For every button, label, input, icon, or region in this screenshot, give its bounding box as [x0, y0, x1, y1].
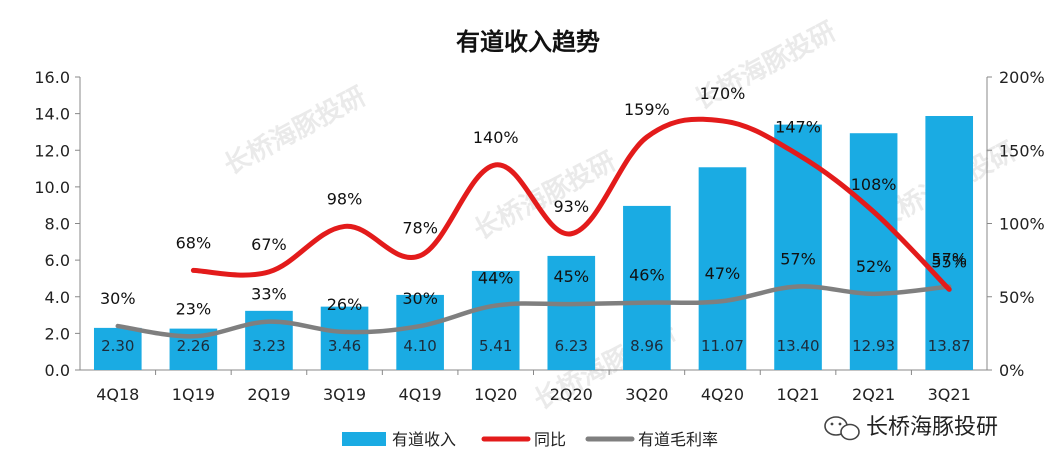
x-tick-label: 3Q20: [625, 385, 668, 404]
yoy-value-label: 147%: [775, 118, 821, 137]
watermark-text: 长桥海豚投研: [219, 81, 371, 181]
revenue-bar: [547, 255, 596, 370]
x-tick-label: 2Q19: [247, 385, 290, 404]
watermark-text: 长桥海豚投研: [469, 146, 621, 246]
x-tick-label: 3Q21: [928, 385, 971, 404]
x-tick-label: 1Q19: [172, 385, 215, 404]
revenue-value-label: 3.46: [328, 337, 361, 355]
right-tick-label: 0%: [999, 361, 1024, 380]
right-tick-label: 50%: [999, 288, 1035, 307]
chart-title: 有道收入趋势: [456, 28, 600, 56]
legend-label-revenue: 有道收入: [392, 430, 456, 449]
x-tick-label: 4Q20: [701, 385, 744, 404]
yoy-value-label: 68%: [176, 233, 212, 252]
x-tick-label: 3Q19: [323, 385, 366, 404]
revenue-value-label: 13.87: [928, 337, 971, 355]
x-tick-label: 1Q21: [776, 385, 819, 404]
margin-value-label: 45%: [554, 267, 590, 286]
yoy-value-label: 78%: [402, 219, 438, 238]
yoy-value-label: 140%: [473, 128, 519, 147]
margin-value-label: 52%: [856, 257, 892, 276]
revenue-value-label: 2.26: [177, 337, 210, 355]
yoy-value-label: 98%: [327, 189, 363, 208]
margin-value-label: 30%: [100, 289, 136, 308]
left-tick-label: 12.0: [34, 141, 70, 160]
x-tick-label: 2Q20: [550, 385, 593, 404]
left-tick-label: 2.0: [45, 324, 70, 343]
yoy-value-label: 93%: [554, 197, 590, 216]
revenue-value-label: 12.93: [852, 337, 895, 355]
x-tick-label: 4Q19: [399, 385, 442, 404]
yoy-value-label: 108%: [851, 175, 897, 194]
revenue-bar: [396, 294, 444, 370]
revenue-bar: [471, 270, 520, 370]
yoy-value-label: 170%: [700, 84, 746, 103]
yoy-value-label: 159%: [624, 100, 670, 119]
revenue-value-label: 3.23: [252, 337, 285, 355]
margin-value-label: 47%: [705, 264, 741, 283]
revenue-value-label: 8.96: [630, 337, 663, 355]
revenue-bar: [623, 205, 671, 370]
yoy-value-label: 67%: [251, 235, 287, 254]
margin-value-label: 30%: [402, 289, 438, 308]
revenue-bar: [849, 133, 898, 370]
margin-line: [115, 284, 952, 339]
margin-value-label: 57%: [780, 249, 816, 268]
left-tick-label: 4.0: [45, 288, 70, 307]
revenue-value-label: 2.30: [101, 337, 134, 355]
revenue-bar: [93, 327, 142, 370]
revenue-bar: [774, 124, 822, 370]
wechat-icon: [824, 416, 860, 441]
margin-value-label: 26%: [327, 295, 363, 314]
revenue-bar: [698, 167, 747, 370]
legend: 有道收入 同比 有道毛利率: [342, 430, 718, 449]
left-tick-label: 14.0: [34, 105, 70, 124]
revenue-value-label: 5.41: [479, 337, 512, 355]
revenue-bar: [320, 306, 369, 370]
right-tick-label: 200%: [999, 68, 1045, 87]
bars: [93, 116, 974, 371]
left-tick-label: 16.0: [34, 68, 70, 87]
margin-value-label: 46%: [629, 266, 665, 285]
x-tick-label: 4Q18: [96, 385, 139, 404]
legend-swatch-revenue: [342, 432, 386, 446]
x-tick-label: 2Q21: [852, 385, 895, 404]
x-tick-label: 1Q20: [474, 385, 517, 404]
yoy-value-label: 55%: [931, 252, 967, 271]
lines: [115, 116, 952, 339]
data-labels: 2.30 2.26 3.23 3.46 4.10 5.41 6.23 8.96 11.07 13.…: [100, 84, 971, 355]
margin-value-label: 44%: [478, 269, 514, 288]
left-tick-label: 6.0: [45, 251, 70, 270]
revenue-value-label: 13.40: [777, 337, 820, 355]
revenue-value-label: 6.23: [555, 337, 588, 355]
margin-value-label: 33%: [251, 285, 287, 304]
axes: 0.0 2.0 4.0 6.0 8.0 10.0 12.0 14.0 16.0 0% 50% 100%…: [34, 68, 1044, 404]
left-tick-label: 0.0: [45, 361, 70, 380]
right-tick-label: 150%: [999, 141, 1045, 160]
margin-value-label: 57%: [931, 249, 967, 268]
legend-label-yoy: 同比: [534, 430, 566, 449]
margin-value-label: 23%: [176, 299, 212, 318]
brand-mark: 长桥海豚投研: [824, 415, 998, 441]
revenue-bar: [925, 116, 974, 371]
legend-label-margin: 有道毛利率: [638, 430, 718, 449]
left-tick-label: 10.0: [34, 178, 70, 197]
brand-text: 长桥海豚投研: [866, 415, 998, 440]
left-tick-label: 8.0: [45, 215, 70, 234]
right-tick-label: 100%: [999, 215, 1045, 234]
revenue-value-label: 4.10: [403, 337, 436, 355]
revenue-value-label: 11.07: [701, 337, 744, 355]
